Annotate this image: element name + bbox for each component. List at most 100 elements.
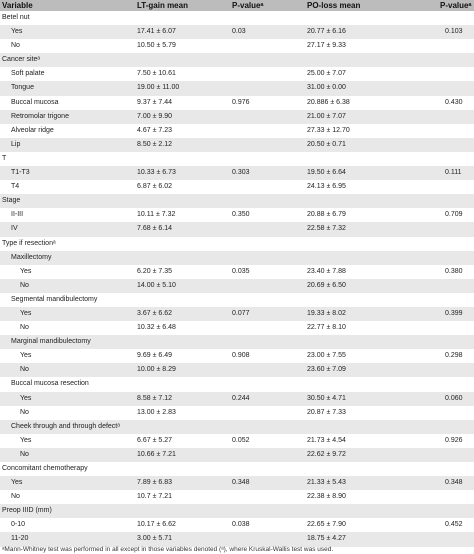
table-row: Stage	[0, 194, 474, 209]
row-label: Stage	[2, 197, 21, 205]
lt-gain-cell: 10.7 ± 7.21	[137, 493, 172, 501]
table-row: No 10.50 ± 5.79 27.17 ± 9.33	[0, 39, 474, 53]
table-row: Marginal mandibulectomy	[0, 335, 474, 350]
po-loss-cell: 27.17 ± 9.33	[307, 42, 346, 50]
lt-gain-cell: 7.50 ± 10.61	[137, 70, 176, 78]
row-label: Cheek through and through defectᵃ	[11, 422, 120, 430]
po-loss-cell: 22.62 ± 9.72	[307, 450, 346, 458]
lt-p-value-cell: 0.035	[232, 267, 250, 275]
lt-p-value-cell: 0.348	[232, 479, 250, 487]
lt-p-value-cell: 0.03	[232, 28, 246, 36]
row-label: Soft palate	[11, 70, 45, 78]
lt-gain-cell: 3.00 ± 5.71	[137, 535, 172, 543]
row-label: T4	[11, 183, 20, 191]
table-body: Betel nut Yes 17.41 ± 6.07 0.03 20.77 ± 6.16…	[0, 11, 474, 547]
table-row: No 10.00 ± 8.29 23.60 ± 7.09	[0, 363, 474, 378]
po-loss-cell: 27.33 ± 12.70	[307, 126, 350, 134]
lt-p-value-cell: 0.303	[232, 169, 250, 177]
row-label: IV	[11, 225, 18, 233]
table-row: Retromolar trigone 7.00 ± 9.90 21.00 ± 7.0…	[0, 109, 474, 124]
po-loss-cell: 31.00 ± 0.00	[307, 84, 346, 92]
table-row: Yes 17.41 ± 6.07 0.03 20.77 ± 6.16 0.103	[0, 25, 474, 40]
table-header: Variable LT-gain mean P-valueᵃ PO-loss m…	[0, 0, 474, 11]
table-row: Cancer siteᵃ	[0, 53, 474, 68]
table-row: 0-10 10.17 ± 6.62 0.038 22.65 ± 7.90 0.452	[0, 518, 474, 532]
lt-p-value-cell: 0.908	[232, 352, 250, 360]
po-loss-cell: 20.88 ± 6.79	[307, 211, 346, 219]
header-p-value-1: P-valueᵃ	[232, 1, 264, 10]
lt-p-value-cell: 0.052	[232, 436, 250, 444]
lt-p-value-cell: 0.350	[232, 211, 250, 219]
table-row: 11-20 3.00 ± 5.71 18.75 ± 4.27	[0, 532, 474, 547]
row-label: Segmental mandibulectomy	[11, 295, 98, 303]
lt-gain-cell: 9.37 ± 7.44	[137, 98, 172, 106]
lt-gain-cell: 7.89 ± 6.83	[137, 479, 172, 487]
table-row: Segmental mandibulectomy	[0, 293, 474, 307]
po-loss-cell: 22.65 ± 7.90	[307, 521, 346, 529]
row-label: Preop IIID (mm)	[2, 507, 52, 515]
po-loss-cell: 23.00 ± 7.55	[307, 352, 346, 360]
po-loss-cell: 18.75 ± 4.27	[307, 535, 346, 543]
lt-gain-cell: 14.00 ± 5.10	[137, 281, 176, 289]
table-row: Type if resectionᵃ	[0, 237, 474, 251]
table-row: Yes 3.67 ± 6.62 0.077 19.33 ± 8.02 0.399	[0, 306, 474, 322]
po-p-value-cell: 0.709	[445, 211, 463, 219]
table-row: Concomitant chemotherapy	[0, 462, 474, 476]
row-label: T1-T3	[11, 169, 30, 177]
lt-gain-cell: 7.00 ± 9.90	[137, 112, 172, 120]
table-row: Tongue 19.00 ± 11.00 31.00 ± 0.00	[0, 81, 474, 96]
lt-gain-cell: 10.66 ± 7.21	[137, 450, 176, 458]
table-row: Buccal mucosa resection	[0, 377, 474, 391]
row-label: Yes	[20, 352, 32, 360]
row-label: II-III	[11, 211, 24, 219]
row-label: No	[20, 450, 29, 458]
po-p-value-cell: 0.060	[445, 394, 463, 402]
po-loss-cell: 20.50 ± 0.71	[307, 140, 346, 148]
po-loss-cell: 20.886 ± 6.38	[307, 98, 350, 106]
table-row: Alveolar ridge 4.67 ± 7.23 27.33 ± 12.70	[0, 124, 474, 138]
row-label: 11-20	[11, 535, 29, 543]
row-label: No	[11, 42, 20, 50]
po-p-value-cell: 0.103	[445, 28, 463, 36]
po-p-value-cell: 0.399	[445, 309, 463, 317]
row-label: Yes	[11, 28, 23, 36]
lt-gain-cell: 19.00 ± 11.00	[137, 84, 180, 92]
header-po-loss: PO-loss mean	[307, 1, 361, 10]
table-row: Lip 8.50 ± 2.12 20.50 ± 0.71	[0, 137, 474, 152]
table-row: Cheek through and through defectᵃ	[0, 419, 474, 434]
row-label: Yes	[11, 479, 23, 487]
row-label: Tongue	[11, 84, 34, 92]
lt-gain-cell: 6.67 ± 5.27	[137, 436, 172, 444]
row-label: Concomitant chemotherapy	[2, 465, 88, 472]
lt-gain-cell: 4.67 ± 7.23	[137, 126, 172, 134]
table-row: Preop IIID (mm)	[0, 504, 474, 519]
table-row: T4 6.87 ± 6.02 24.13 ± 6.95	[0, 180, 474, 194]
po-loss-cell: 20.87 ± 7.33	[307, 408, 346, 416]
po-p-value-cell: 0.926	[445, 436, 463, 444]
lt-gain-cell: 3.67 ± 6.62	[137, 309, 172, 317]
lt-p-value-cell: 0.077	[232, 309, 250, 317]
po-loss-cell: 23.60 ± 7.09	[307, 366, 346, 374]
row-label: T	[2, 154, 7, 162]
row-label: Buccal mucosa resection	[11, 380, 89, 388]
table-row: Yes 8.58 ± 7.12 0.244 30.50 ± 4.71 0.060	[0, 391, 474, 406]
lt-gain-cell: 10.11 ± 7.32	[137, 211, 176, 219]
lt-p-value-cell: 0.038	[232, 521, 250, 529]
lt-gain-cell: 9.69 ± 6.49	[137, 352, 172, 360]
po-loss-cell: 22.58 ± 7.32	[307, 225, 346, 233]
lt-gain-cell: 10.33 ± 6.73	[137, 169, 176, 177]
lt-gain-cell: 10.17 ± 6.62	[137, 521, 176, 529]
row-label: Yes	[20, 436, 32, 444]
po-loss-cell: 21.73 ± 4.54	[307, 436, 346, 444]
table-row: Soft palate 7.50 ± 10.61 25.00 ± 7.07	[0, 67, 474, 81]
row-label: Buccal mucosa	[11, 98, 59, 106]
table-row: IV 7.68 ± 6.14 22.58 ± 7.32	[0, 222, 474, 237]
table-row: II-III 10.11 ± 7.32 0.350 20.88 ± 6.79 0.709	[0, 208, 474, 222]
row-label: Cancer siteᵃ	[2, 56, 41, 64]
po-loss-cell: 20.69 ± 6.50	[307, 281, 346, 289]
table-row: No 10.7 ± 7.21 22.38 ± 8.90	[0, 490, 474, 504]
lt-p-value-cell: 0.976	[232, 98, 250, 106]
table-row: No 13.00 ± 2.83 20.87 ± 7.33	[0, 406, 474, 420]
table-row: Maxillectomy	[0, 250, 474, 265]
lt-gain-cell: 7.68 ± 6.14	[137, 225, 172, 233]
